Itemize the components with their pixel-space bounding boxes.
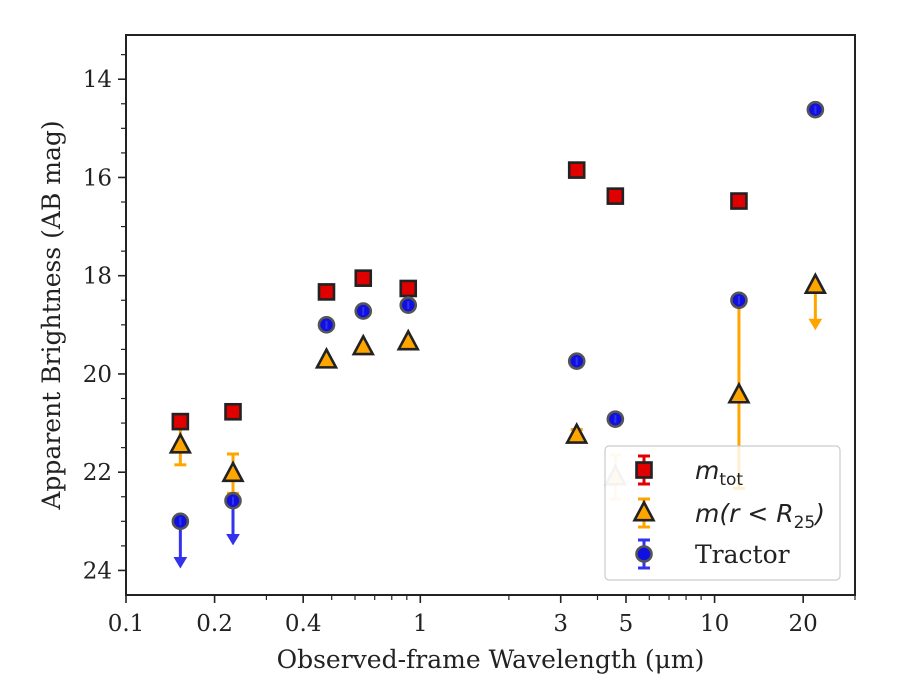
marker-square [317,283,336,301]
x-axis-label: Observed-frame Wavelength (μm) [277,645,705,674]
data-point-mtot [606,187,625,205]
axes: 0.1 0.2 0.4 1 3 5 10 20 14 16 18 20 22 24 [83,34,856,637]
data-point-mtot [171,412,190,431]
data-point-mr25 [396,328,420,351]
legend-marker-square [635,461,653,479]
x-tick-label: 1 [413,611,428,637]
y-axis-label: Apparent Brightness (AB mag) [37,120,66,510]
marker-square [354,269,373,287]
upper-limit-arrow-tractor-head [226,533,240,546]
legend-item-mtot: mtot [635,454,743,490]
data-point-mtot [224,402,242,421]
y-tick-label: 24 [83,558,112,584]
marker-triangle [565,421,589,444]
x-tick-label: 0.4 [285,611,322,637]
data-point-tractor [317,316,336,334]
data-point-tractor [354,302,373,320]
data-point-mr25 [221,452,245,495]
data-point-mtot [567,161,586,179]
marker-triangle [351,333,375,356]
y-tick-label: 16 [83,165,112,191]
data-point-mr25 [351,333,375,356]
marker-triangle [396,328,420,351]
legend-marker-triangle [632,499,656,522]
data-point-mtot [399,279,418,298]
data-point-tractor [224,491,242,546]
marker-triangle [168,431,193,454]
data-point-mr25 [168,424,193,467]
x-tick-label: 20 [789,611,818,637]
marker-square [730,192,748,210]
legend: mtot m(r < R25) Tractor [604,445,841,581]
marker-triangle [803,272,828,295]
upper-limit-arrow-mr25-head [808,318,823,331]
y-tick-label: 18 [83,264,112,290]
x-tick-label: 3 [553,611,568,637]
legend-item-mr25: m(r < R25) [632,497,825,533]
marker-square [399,279,418,298]
legend-label-mtot: mtot [695,456,743,490]
data-point-tractor [399,296,418,314]
plot-frame [125,34,856,596]
series-mtot [171,161,748,431]
data-point-mr25 [314,346,339,369]
marker-triangle [221,460,245,483]
data-point-mr25 [803,272,828,331]
x-tick-label: 5 [619,611,634,637]
marker-square [606,187,625,205]
x-tick-label: 0.2 [196,611,233,637]
marker-square [567,161,586,179]
y-tick-label: 22 [83,460,112,486]
data-point-tractor [567,352,586,370]
x-tick-label: 10 [700,611,729,637]
marker-square [224,402,242,421]
legend-item-tractor: Tractor [635,538,790,570]
data-point-tractor [806,100,825,119]
data-point-tractor [171,512,190,569]
data-point-tractor [730,291,748,310]
upper-limit-arrow-tractor-head [173,557,188,569]
y-tick-label: 20 [83,362,112,388]
data-point-mr25 [565,421,589,444]
legend-box [604,445,841,581]
data-point-mtot [730,192,748,210]
data-point-mtot [317,283,336,301]
data-point-mtot [354,269,373,287]
legend-label-tractor: Tractor [695,540,790,569]
legend-label-mr25: m(r < R25) [695,499,825,533]
marker-triangle [314,346,339,369]
x-tick-label: 0.1 [108,611,145,637]
marker-triangle [727,381,751,404]
data-point-tractor [606,410,625,428]
series-tractor [171,100,825,569]
marker-square [171,412,190,431]
y-tick-label: 14 [83,67,112,93]
legend-marker-circle [635,545,653,563]
